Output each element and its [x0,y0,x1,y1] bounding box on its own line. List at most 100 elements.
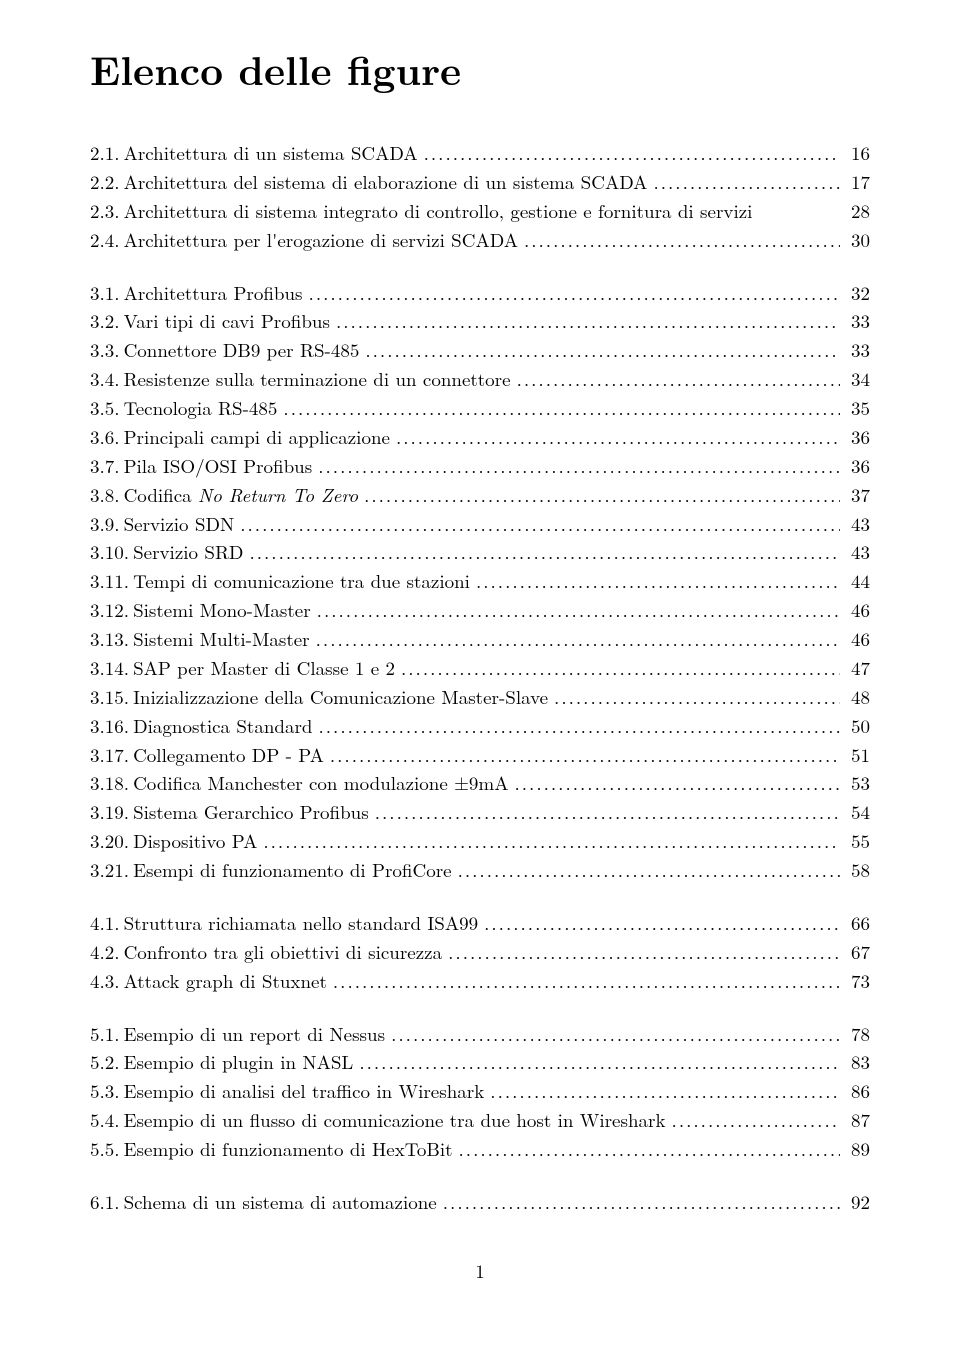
entry-dots [484,1077,840,1106]
figure-entry: 3.7. Pila ISO/OSI Profibus36 [90,452,870,481]
entry-number: 3.14. [90,654,129,683]
entry-number: 4.1. [90,909,120,938]
entry-dots [303,279,840,308]
entry-page: 53 [840,769,870,798]
entry-label: Esempi di funzionamento di ProfiCore [129,856,452,885]
entry-label: Esempio di plugin in NASL [120,1048,354,1077]
entry-label: Schema di un sistema di automazione [120,1188,437,1217]
entry-label: Esempio di analisi del traffico in Wires… [120,1077,485,1106]
figure-entry: 3.5. Tecnologia RS-485 35 [90,394,870,423]
figure-entry: 5.1. Esempio di un report di Nessus78 [90,1020,870,1049]
entry-page: 78 [840,1020,870,1049]
entry-label: Codifica No Return To Zero [120,481,359,510]
figure-entry: 3.8. Codifica No Return To Zero 37 [90,481,870,510]
entry-dots [324,741,840,770]
entry-label: Esempio di un flusso di comunicazione tr… [120,1106,666,1135]
entry-number: 3.16. [90,712,129,741]
entry-page: 43 [840,510,870,539]
entry-dots [312,452,840,481]
figure-group: 5.1. Esempio di un report di Nessus785.2… [90,1020,870,1164]
entry-label: Architettura per l'erogazione di servizi… [120,226,518,255]
entry-dots [395,654,840,683]
entry-page: 55 [840,827,870,856]
entry-number: 3.21. [90,856,129,885]
entry-label: Pila ISO/OSI Profibus [120,452,313,481]
entry-label: Sistemi Multi-Master [129,625,310,654]
figure-group: 4.1. Struttura richiamata nello standard… [90,909,870,996]
entry-dots [453,1135,840,1164]
entry-number: 3.1. [90,279,120,308]
entry-number: 2.2. [90,168,120,197]
entry-label: Collegamento DP - PA [129,741,324,770]
entry-label: Esempio di funzionamento di HexToBit [120,1135,453,1164]
entry-label: Architettura Profibus [120,279,303,308]
entry-number: 3.15. [90,683,129,712]
figure-entry: 2.1. Architettura di un sistema SCADA16 [90,139,870,168]
entry-page: 34 [840,365,870,394]
entry-dots [234,510,840,539]
entry-dots [385,1020,840,1049]
entry-page: 92 [840,1188,870,1217]
entry-page: 33 [840,307,870,336]
entry-dots [359,336,840,365]
entry-page: 47 [840,654,870,683]
entry-page: 44 [840,567,870,596]
entry-dots [310,625,840,654]
figure-entry: 3.6. Principali campi di applicazione36 [90,423,870,452]
entry-page: 28 [840,197,870,226]
figure-entry: 3.1. Architettura Profibus32 [90,279,870,308]
page-number-footer: 1 [90,1257,870,1284]
entry-number: 3.17. [90,741,129,770]
entry-label: Codifica Manchester con modulazione ±9mA [129,769,508,798]
entry-dots [330,307,840,336]
figure-entry: 2.3. Architettura di sistema integrato d… [90,197,870,226]
entry-page: 37 [840,481,870,510]
entry-label: Tecnologia RS-485 [120,394,278,423]
entry-dots [311,596,840,625]
entry-dots [647,168,840,197]
entry-dots [257,827,840,856]
entry-number: 3.5. [90,394,120,423]
entry-dots [470,567,840,596]
entry-dots [666,1106,840,1135]
entry-dots [327,967,840,996]
figure-entry: 3.18. Codifica Manchester con modulazion… [90,769,870,798]
figure-entry: 3.16. Diagnostica Standard50 [90,712,870,741]
entry-dots [353,1048,840,1077]
entry-page: 86 [840,1077,870,1106]
figure-entry: 2.4. Architettura per l'erogazione di se… [90,226,870,255]
entry-page: 36 [840,452,870,481]
figure-entry: 5.4. Esempio di un flusso di comunicazio… [90,1106,870,1135]
entry-label: Confronto tra gli obiettivi di sicurezza [120,938,443,967]
entry-dots [369,798,840,827]
figure-group: 6.1. Schema di un sistema di automazione… [90,1188,870,1217]
entry-number: 2.1. [90,139,120,168]
figure-entry: 4.3. Attack graph di Stuxnet73 [90,967,870,996]
entry-dots [437,1188,840,1217]
entry-label: Servizio SDN [120,510,235,539]
entry-label: Dispositivo PA [129,827,257,856]
document-page: Elenco delle figure 2.1. Architettura di… [0,0,960,1324]
entry-number: 5.5. [90,1135,120,1164]
figure-entry: 5.5. Esempio di funzionamento di HexToBi… [90,1135,870,1164]
entry-label: Tempi di comunicazione tra due stazioni [129,567,470,596]
entry-number: 5.2. [90,1048,120,1077]
entry-dots [243,538,840,567]
entry-number: 3.8. [90,481,120,510]
figure-entry: 3.11. Tempi di comunicazione tra due sta… [90,567,870,596]
entry-label: Connettore DB9 per RS-485 [120,336,360,365]
entry-number: 4.3. [90,967,120,996]
entry-page: 33 [840,336,870,365]
entry-number: 6.1. [90,1188,120,1217]
entry-label: Struttura richiamata nello standard ISA9… [120,909,479,938]
entry-label: Esempio di un report di Nessus [120,1020,386,1049]
entry-page: 35 [840,394,870,423]
entry-label: Sistemi Mono-Master [129,596,311,625]
entry-page: 89 [840,1135,870,1164]
figure-entry: 3.17. Collegamento DP - PA51 [90,741,870,770]
entry-label: Diagnostica Standard [129,712,312,741]
entry-dots [518,226,840,255]
figure-entry: 5.2. Esempio di plugin in NASL83 [90,1048,870,1077]
entry-dots [312,712,840,741]
entry-page: 30 [840,226,870,255]
